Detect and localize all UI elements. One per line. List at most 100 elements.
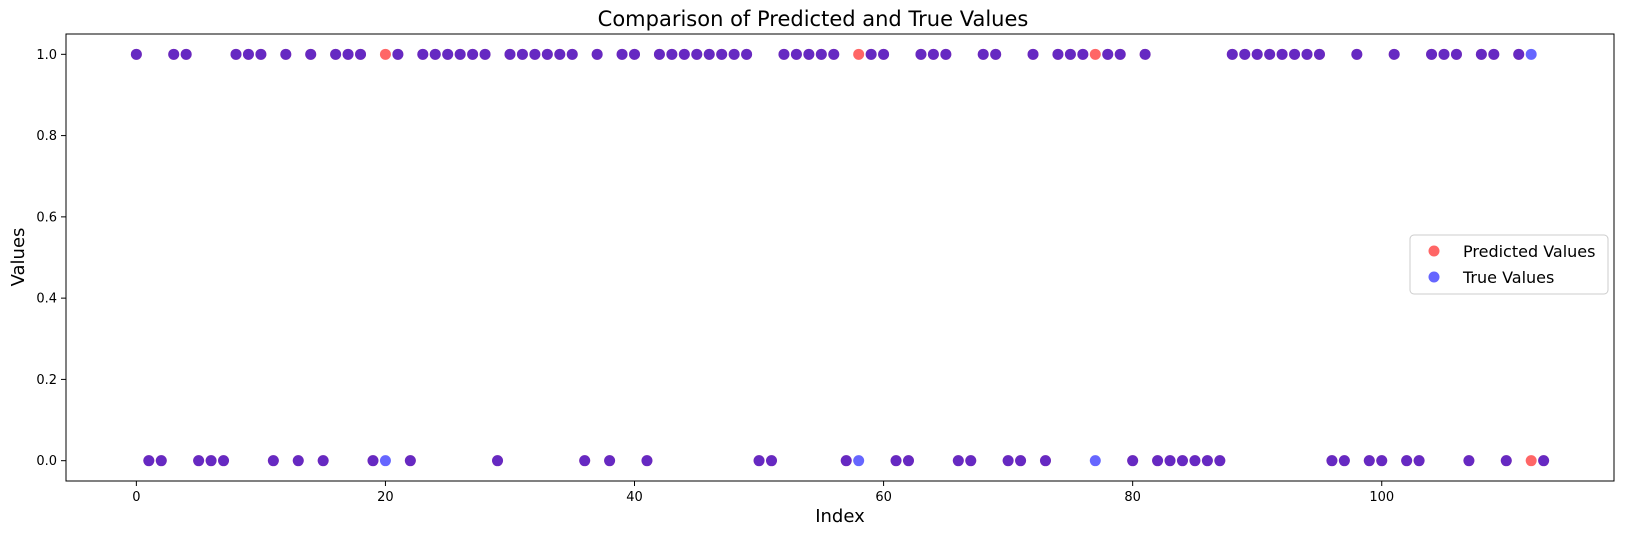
series-true bbox=[130, 48, 1550, 467]
data-point bbox=[305, 48, 317, 60]
data-point bbox=[952, 455, 964, 467]
data-point bbox=[367, 455, 379, 467]
data-point bbox=[292, 455, 304, 467]
y-tick-label: 0.4 bbox=[36, 292, 57, 307]
data-point bbox=[1226, 48, 1238, 60]
data-point bbox=[1089, 48, 1101, 60]
data-point bbox=[741, 48, 753, 60]
data-point bbox=[379, 48, 391, 60]
data-point bbox=[566, 48, 578, 60]
data-point bbox=[1027, 48, 1039, 60]
data-point bbox=[1388, 48, 1400, 60]
data-point bbox=[853, 455, 865, 467]
x-tick-label: 60 bbox=[875, 490, 892, 505]
data-point bbox=[379, 455, 391, 467]
data-point bbox=[442, 48, 454, 60]
data-point bbox=[467, 48, 479, 60]
data-point bbox=[1338, 455, 1350, 467]
data-point bbox=[1089, 455, 1101, 467]
data-point bbox=[1276, 48, 1288, 60]
data-point bbox=[1114, 48, 1126, 60]
data-point bbox=[728, 48, 740, 60]
x-tick-label: 20 bbox=[377, 490, 394, 505]
data-point bbox=[1326, 455, 1338, 467]
data-point bbox=[890, 455, 902, 467]
legend-box bbox=[1409, 234, 1609, 295]
data-point bbox=[703, 48, 715, 60]
data-point bbox=[666, 48, 678, 60]
data-point bbox=[504, 48, 516, 60]
legend-marker-true bbox=[1428, 271, 1440, 283]
x-tick-label: 40 bbox=[626, 490, 643, 505]
data-point bbox=[1077, 48, 1089, 60]
data-point bbox=[1538, 455, 1550, 467]
data-point bbox=[653, 48, 665, 60]
data-point bbox=[1189, 455, 1201, 467]
data-point bbox=[1152, 455, 1164, 467]
data-point bbox=[516, 48, 528, 60]
x-axis-ticks: 0 20 40 60 80 100 bbox=[132, 481, 1394, 505]
data-point bbox=[766, 455, 778, 467]
data-point bbox=[355, 48, 367, 60]
data-point bbox=[915, 48, 927, 60]
data-points bbox=[130, 48, 1550, 467]
data-point bbox=[230, 48, 242, 60]
data-point bbox=[1289, 48, 1301, 60]
data-point bbox=[878, 48, 890, 60]
data-point bbox=[1015, 455, 1027, 467]
data-point bbox=[267, 455, 279, 467]
data-point bbox=[330, 48, 342, 60]
data-point bbox=[554, 48, 566, 60]
data-point bbox=[1513, 48, 1525, 60]
data-point bbox=[1164, 455, 1176, 467]
data-point bbox=[1525, 48, 1537, 60]
data-point bbox=[1313, 48, 1325, 60]
data-point bbox=[753, 455, 765, 467]
data-point bbox=[840, 455, 852, 467]
y-tick-label: 0.2 bbox=[36, 373, 57, 388]
data-point bbox=[853, 48, 865, 60]
data-point bbox=[1438, 48, 1450, 60]
y-tick-label: 0.6 bbox=[36, 210, 57, 225]
data-point bbox=[902, 455, 914, 467]
data-point bbox=[1463, 455, 1475, 467]
data-point bbox=[130, 48, 142, 60]
data-point bbox=[317, 455, 329, 467]
x-tick-label: 100 bbox=[1369, 490, 1394, 505]
data-point bbox=[529, 48, 541, 60]
data-point bbox=[604, 455, 616, 467]
data-point bbox=[1201, 455, 1213, 467]
legend-label-true: True Values bbox=[1462, 268, 1554, 287]
data-point bbox=[1450, 48, 1462, 60]
data-point bbox=[1127, 455, 1139, 467]
series-predicted bbox=[130, 48, 1550, 467]
legend-marker-predicted bbox=[1428, 245, 1440, 257]
data-point bbox=[404, 455, 416, 467]
data-point bbox=[965, 455, 977, 467]
data-point bbox=[803, 48, 815, 60]
data-point bbox=[1214, 455, 1226, 467]
data-point bbox=[255, 48, 267, 60]
data-point bbox=[616, 48, 628, 60]
data-point bbox=[579, 455, 591, 467]
data-point bbox=[479, 48, 491, 60]
data-point bbox=[168, 48, 180, 60]
data-point bbox=[778, 48, 790, 60]
data-point bbox=[1064, 48, 1076, 60]
data-point bbox=[155, 455, 167, 467]
data-point bbox=[429, 48, 441, 60]
data-point bbox=[1002, 455, 1014, 467]
data-point bbox=[1052, 48, 1064, 60]
data-point bbox=[417, 48, 429, 60]
data-point bbox=[716, 48, 728, 60]
legend: Predicted Values True Values bbox=[1409, 234, 1609, 295]
data-point bbox=[1264, 48, 1276, 60]
data-point bbox=[1500, 455, 1512, 467]
data-point bbox=[1401, 455, 1413, 467]
data-point bbox=[1413, 455, 1425, 467]
data-point bbox=[1301, 48, 1313, 60]
data-point bbox=[1251, 48, 1263, 60]
data-point bbox=[927, 48, 939, 60]
data-point bbox=[242, 48, 254, 60]
data-point bbox=[990, 48, 1002, 60]
